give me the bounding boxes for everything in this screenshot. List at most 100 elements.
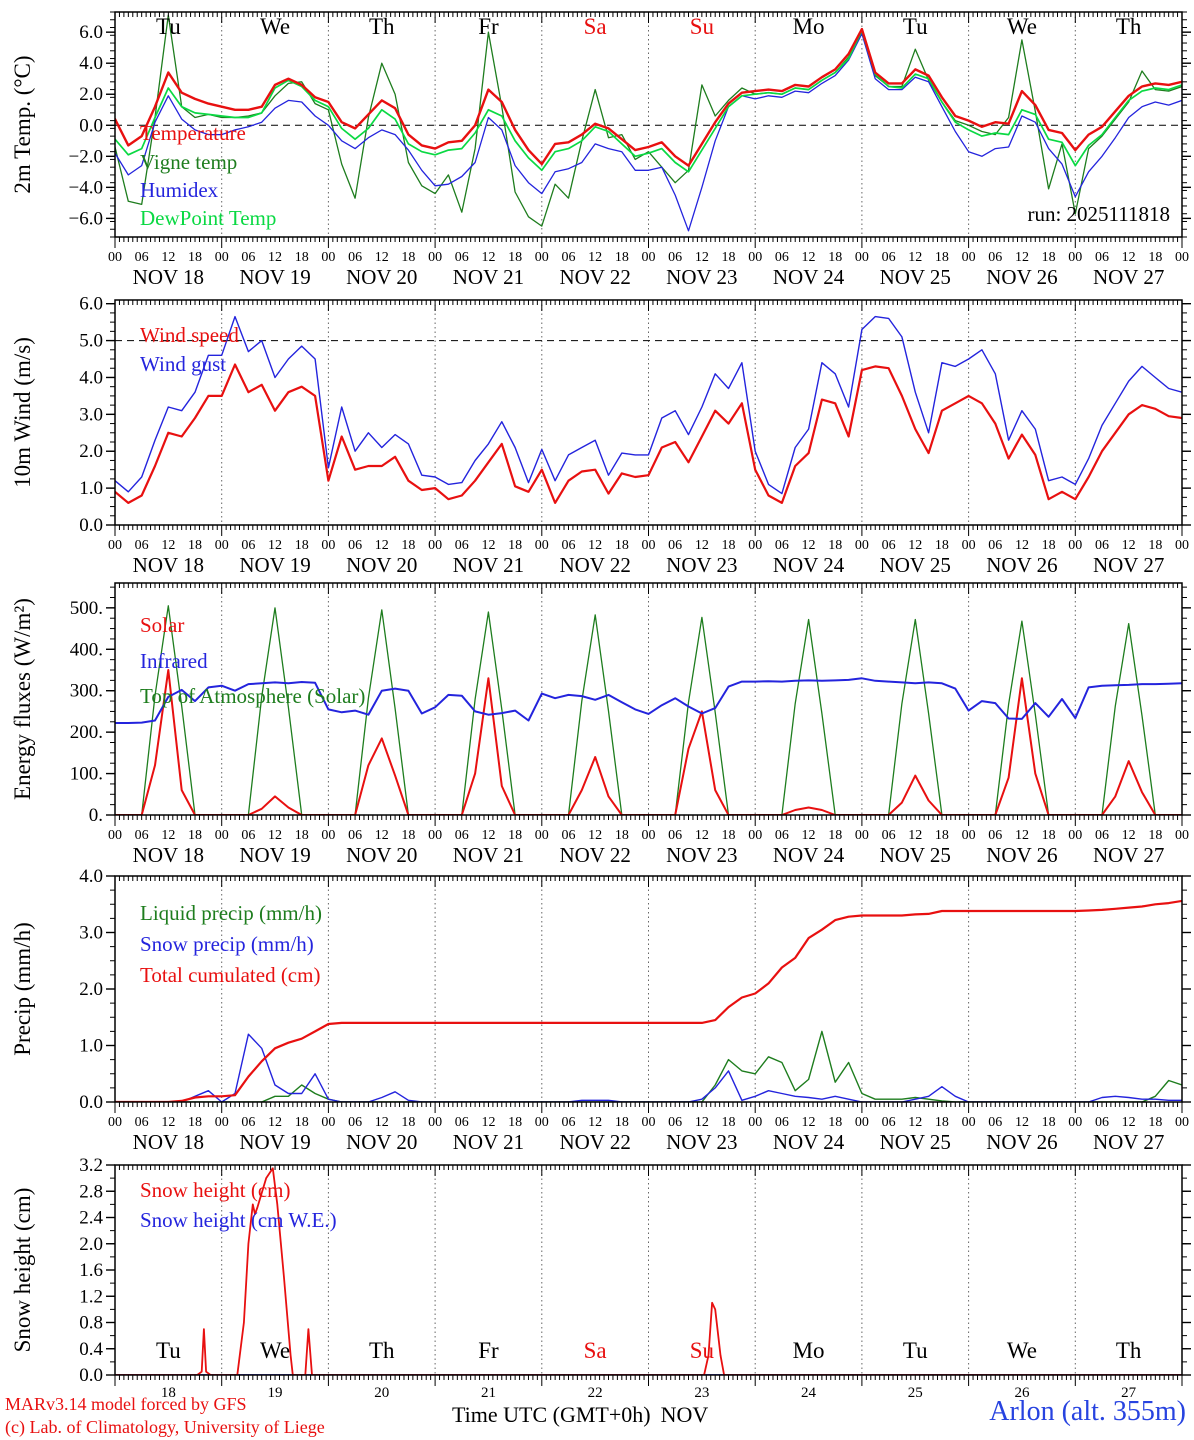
day-name-label: We: [1007, 14, 1037, 39]
series-dewpoint-temp: [115, 29, 1182, 173]
hour-tick-label: 00: [1068, 538, 1082, 553]
hour-tick-label: 06: [241, 828, 255, 843]
hour-tick-label: 18: [295, 538, 309, 553]
hour-tick-label: 12: [375, 828, 389, 843]
hour-tick-label: 00: [1068, 250, 1082, 265]
hour-tick-label: 06: [561, 250, 575, 265]
hour-tick-label: 12: [375, 1115, 389, 1130]
date-number-label: 26: [1014, 1385, 1030, 1401]
hour-tick-label: 00: [535, 1115, 549, 1130]
y-tick-label: 0.0: [79, 1092, 103, 1113]
hour-tick-label: 18: [401, 1115, 415, 1130]
hour-tick-label: 06: [988, 250, 1002, 265]
hour-tick-label: 00: [215, 1115, 229, 1130]
date-label: NOV 25: [880, 1130, 951, 1154]
y-tick-label: 3.0: [79, 923, 103, 944]
hour-tick-label: 12: [161, 828, 175, 843]
hour-tick-label: 12: [588, 538, 602, 553]
hour-tick-label: 18: [722, 828, 736, 843]
y-tick-label: 3.2: [79, 1155, 103, 1176]
date-label: NOV 19: [239, 1130, 310, 1154]
hour-tick-label: 06: [882, 1115, 896, 1130]
date-label: NOV 22: [559, 265, 630, 289]
y-tick-label: 2.0: [79, 441, 103, 462]
series-infrared: [115, 677, 1182, 724]
y-tick-label: 1.0: [79, 1036, 103, 1057]
day-name-label: Tu: [903, 14, 928, 39]
hour-tick-label: 00: [428, 828, 442, 843]
hour-tick-label: 18: [188, 1115, 202, 1130]
y-tick-label: 3.0: [79, 404, 103, 425]
hour-tick-label: 06: [348, 538, 362, 553]
hour-tick-label: 12: [802, 250, 816, 265]
date-number-label: 19: [268, 1385, 283, 1401]
hour-tick-label: 06: [775, 250, 789, 265]
date-label: NOV 19: [239, 265, 310, 289]
y-tick-label: −2.0: [69, 146, 103, 167]
axis-title-energy: Energy fluxes (W/m²): [10, 598, 35, 800]
hour-tick-label: 12: [481, 538, 495, 553]
y-tick-label: 0.0: [79, 1365, 103, 1386]
day-name-label: Tu: [156, 1338, 181, 1363]
date-label: NOV 23: [666, 265, 737, 289]
hour-tick-label: 12: [908, 538, 922, 553]
hour-tick-label: 12: [802, 538, 816, 553]
day-name-label: Su: [690, 1338, 715, 1363]
legend-vigne-temp: Vigne temp: [140, 150, 237, 174]
hour-tick-label: 00: [642, 828, 656, 843]
y-tick-label: 0.8: [79, 1313, 103, 1334]
date-label: NOV 18: [133, 1130, 204, 1154]
day-name-label: Su: [690, 14, 715, 39]
hour-tick-label: 00: [535, 250, 549, 265]
hour-tick-label: 06: [775, 1115, 789, 1130]
hour-tick-label: 12: [161, 1115, 175, 1130]
hour-tick-label: 06: [882, 538, 896, 553]
date-label: NOV 20: [346, 843, 417, 867]
date-number-label: 25: [908, 1385, 923, 1401]
hour-tick-label: 06: [241, 538, 255, 553]
hour-tick-label: 06: [348, 828, 362, 843]
hour-tick-label: 12: [588, 1115, 602, 1130]
hour-tick-label: 00: [962, 538, 976, 553]
y-tick-label: 1.6: [79, 1260, 103, 1281]
day-name-label: Mo: [793, 14, 825, 39]
date-label: NOV 21: [453, 553, 524, 577]
hour-tick-label: 12: [1015, 828, 1029, 843]
hour-tick-label: 00: [321, 538, 335, 553]
series-wind-gust: [115, 315, 1182, 495]
hour-tick-label: 00: [748, 828, 762, 843]
hour-tick-label: 06: [1095, 828, 1109, 843]
legend-total-cumulated-cm-: Total cumulated (cm): [140, 963, 320, 987]
hour-tick-label: 00: [428, 538, 442, 553]
y-tick-label: 1.2: [79, 1286, 103, 1307]
hour-tick-label: 12: [588, 250, 602, 265]
axis-title-snow: Snow height (cm): [10, 1188, 35, 1353]
y-tick-label: 400.: [70, 639, 103, 660]
hour-tick-label: 06: [135, 538, 149, 553]
y-tick-label: 4.0: [79, 53, 103, 74]
hour-tick-label: 06: [668, 828, 682, 843]
date-label: NOV 25: [880, 265, 951, 289]
hour-tick-label: 18: [1148, 538, 1162, 553]
hour-tick-label: 06: [668, 1115, 682, 1130]
hour-tick-label: 18: [1148, 250, 1162, 265]
series-solar: [115, 669, 1182, 815]
hour-tick-label: 00: [962, 1115, 976, 1130]
hour-tick-label: 18: [1042, 538, 1056, 553]
hour-tick-label: 06: [561, 1115, 575, 1130]
hour-tick-label: 18: [935, 1115, 949, 1130]
hour-tick-label: 00: [108, 828, 122, 843]
legend-wind-gust: Wind gust: [140, 352, 226, 376]
date-label: NOV 18: [133, 265, 204, 289]
date-label: NOV 27: [1093, 553, 1164, 577]
hour-tick-label: 06: [1095, 538, 1109, 553]
hour-tick-label: 18: [401, 538, 415, 553]
hour-tick-label: 12: [695, 250, 709, 265]
hour-tick-label: 18: [722, 538, 736, 553]
hour-tick-label: 06: [668, 538, 682, 553]
hour-tick-label: 12: [1015, 1115, 1029, 1130]
date-label: NOV 27: [1093, 265, 1164, 289]
hour-tick-label: 18: [508, 828, 522, 843]
legend-snow-height-cm-w-e-: Snow height (cm W.E.): [140, 1208, 337, 1232]
day-name-label: We: [260, 1338, 290, 1363]
